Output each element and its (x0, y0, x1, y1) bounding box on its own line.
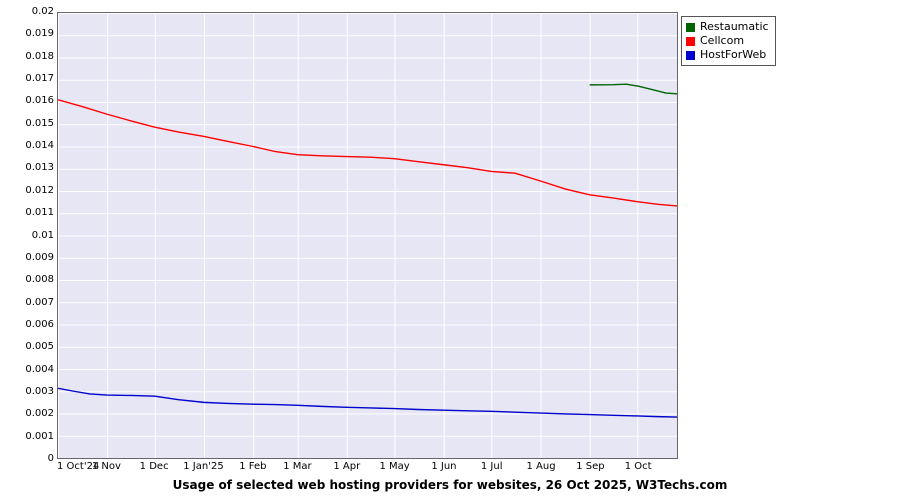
x-tick-label: 1 Feb (239, 461, 267, 472)
y-tick-label: 0.006 (25, 318, 54, 330)
series-line-restaumatic (589, 83, 677, 95)
x-tick-label: 1 Apr (333, 461, 361, 472)
y-tick-label: 0.019 (25, 28, 54, 40)
legend-swatch-hostforweb (686, 50, 695, 60)
x-tick-label: 1 Aug (526, 461, 556, 472)
y-tick-label: 0 (47, 453, 54, 464)
x-tick-label: 1 Oct (624, 461, 652, 472)
x-tick-label: 1 Dec (139, 461, 169, 472)
plot-area (57, 12, 678, 459)
chart-caption: Usage of selected web hosting providers … (172, 478, 728, 492)
x-tick-label: 1 Nov (91, 461, 121, 472)
series-line-cellcom (58, 99, 677, 207)
y-tick-label: 0.01 (31, 229, 54, 241)
y-axis: 0 0.001 0.002 0.003 0.004 0.005 0.006 0.007 0.00… (0, 7, 54, 464)
x-axis: 1 Oct'24 1 Nov 1 Dec 1 Jan'25 1 Feb 1 Mar 1 Ap… (57, 461, 678, 475)
series-lines (58, 83, 677, 418)
y-tick-label: 0.018 (25, 50, 54, 62)
x-tick-label: 1 Jul (480, 461, 503, 472)
y-tick-label: 0.001 (25, 430, 54, 442)
y-tick-label: 0.007 (25, 296, 54, 308)
legend-swatch-restaumatic (686, 22, 695, 32)
legend-item-restaumatic[interactable]: Restaumatic (686, 20, 769, 34)
y-tick-label: 0.005 (25, 341, 54, 353)
y-tick-label: 0.003 (25, 385, 54, 397)
legend-label-hostforweb: HostForWeb (700, 48, 767, 61)
y-tick-label: 0.002 (25, 408, 54, 420)
x-tick-label: 1 May (379, 461, 410, 472)
legend-label-restaumatic: Restaumatic (700, 20, 769, 33)
y-tick-label: 0.012 (25, 184, 54, 196)
y-tick-label: 0.014 (25, 140, 54, 152)
x-tick-label: 1 Jun (431, 461, 457, 472)
y-tick-label: 0.011 (25, 207, 54, 219)
y-tick-label: 0.02 (31, 6, 54, 17)
x-tick-label: 1 Mar (283, 461, 312, 472)
y-tick-label: 0.016 (25, 95, 54, 107)
legend-swatch-cellcom (686, 36, 695, 46)
y-tick-label: 0.013 (25, 162, 54, 174)
x-tick-label: 1 Jan'25 (183, 461, 224, 472)
y-tick-label: 0.008 (25, 274, 54, 286)
y-tick-label: 0.004 (25, 363, 54, 375)
grid-lines (58, 13, 677, 458)
legend-item-hostforweb[interactable]: HostForWeb (686, 48, 769, 62)
series-line-hostforweb (58, 387, 677, 418)
x-tick-label: 1 Sep (576, 461, 605, 472)
y-tick-label: 0.017 (25, 73, 54, 85)
legend: Restaumatic Cellcom HostForWeb (681, 16, 776, 66)
legend-label-cellcom: Cellcom (700, 34, 745, 47)
x-tick-label: 1 Oct'24 (57, 461, 100, 472)
y-tick-label: 0.009 (25, 251, 54, 263)
legend-item-cellcom[interactable]: Cellcom (686, 34, 769, 48)
y-tick-label: 0.015 (25, 117, 54, 129)
